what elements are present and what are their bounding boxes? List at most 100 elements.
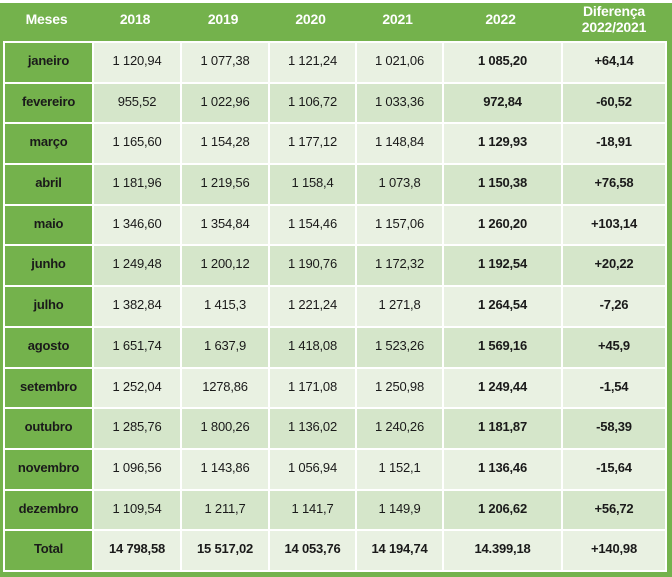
- value-cell: 1 143,86: [182, 449, 268, 489]
- value-cell: 1 056,94: [270, 449, 355, 489]
- column-header-2021: 2021: [382, 11, 413, 27]
- value-cell: 1 136,46: [444, 449, 561, 489]
- month-cell: agosto: [5, 327, 92, 367]
- value-cell: 1 096,56: [94, 449, 180, 489]
- value-cell: +103,14: [563, 205, 665, 245]
- value-cell: 1 523,26: [357, 327, 442, 367]
- value-cell: +64,14: [563, 43, 665, 82]
- value-cell: 1 221,24: [270, 287, 355, 326]
- value-cell: 1 150,38: [444, 165, 561, 204]
- value-cell: 1 158,4: [270, 165, 355, 204]
- table-body: janeiro 1 120,94 1 077,38 1 121,24 1 021,06 1…: [3, 41, 667, 572]
- month-cell: maio: [5, 205, 92, 245]
- month-cell: janeiro: [5, 43, 92, 82]
- value-cell: 1 022,96: [182, 83, 268, 123]
- value-cell: 1 285,76: [94, 409, 180, 448]
- value-cell: 1 260,20: [444, 205, 561, 245]
- column-header-diferenca: Diferença 2022/2021: [581, 3, 647, 35]
- month-cell: fevereiro: [5, 83, 92, 123]
- value-cell: -58,39: [563, 409, 665, 448]
- value-cell: +76,58: [563, 165, 665, 204]
- total-value-cell: +140,98: [563, 531, 665, 570]
- value-cell: 1 651,74: [94, 327, 180, 367]
- value-cell: 1 219,56: [182, 165, 268, 204]
- column-header-2018: 2018: [119, 11, 151, 27]
- value-cell: 1 172,32: [357, 246, 442, 286]
- value-cell: 1 171,08: [270, 368, 355, 408]
- value-cell: 1 264,54: [444, 287, 561, 326]
- value-cell: 1 181,96: [94, 165, 180, 204]
- value-cell: 1 073,8: [357, 165, 442, 204]
- month-cell: abril: [5, 165, 92, 204]
- value-cell: 1 141,7: [270, 490, 355, 530]
- value-cell: 1 106,72: [270, 83, 355, 123]
- column-header-meses: Meses: [25, 11, 68, 27]
- value-cell: 1 354,84: [182, 205, 268, 245]
- value-cell: 1 249,48: [94, 246, 180, 286]
- month-cell: julho: [5, 287, 92, 326]
- value-cell: 1 800,26: [182, 409, 268, 448]
- total-value-cell: 14 194,74: [357, 531, 442, 570]
- value-cell: 1278,86: [182, 368, 268, 408]
- table-frame: Meses 2018 2019 2020 2021 2022 Diferença…: [0, 3, 672, 577]
- value-cell: 1 200,12: [182, 246, 268, 286]
- value-cell: 1 206,62: [444, 490, 561, 530]
- value-cell: +56,72: [563, 490, 665, 530]
- value-cell: 1 152,1: [357, 449, 442, 489]
- value-cell: 1 033,36: [357, 83, 442, 123]
- column-header-2022: 2022: [485, 11, 516, 27]
- value-cell: 1 382,84: [94, 287, 180, 326]
- value-cell: 1 120,94: [94, 43, 180, 82]
- value-cell: 1 149,9: [357, 490, 442, 530]
- value-cell: -60,52: [563, 83, 665, 123]
- value-cell: -18,91: [563, 124, 665, 164]
- value-cell: -7,26: [563, 287, 665, 326]
- value-cell: -15,64: [563, 449, 665, 489]
- column-header-2020: 2020: [295, 11, 326, 27]
- value-cell: 955,52: [94, 83, 180, 123]
- value-cell: 1 109,54: [94, 490, 180, 530]
- value-cell: 1 148,84: [357, 124, 442, 164]
- total-value-cell: 15 517,02: [182, 531, 268, 570]
- value-cell: 972,84: [444, 83, 561, 123]
- value-cell: 1 077,38: [182, 43, 268, 82]
- value-cell: +45,9: [563, 327, 665, 367]
- value-cell: 1 129,93: [444, 124, 561, 164]
- value-cell: 1 415,3: [182, 287, 268, 326]
- value-cell: 1 154,28: [182, 124, 268, 164]
- value-cell: +20,22: [563, 246, 665, 286]
- value-cell: 1 211,7: [182, 490, 268, 530]
- value-cell: 1 569,16: [444, 327, 561, 367]
- total-value-cell: 14 798,58: [94, 531, 180, 570]
- month-cell: dezembro: [5, 490, 92, 530]
- value-cell: 1 249,44: [444, 368, 561, 408]
- value-cell: 1 154,46: [270, 205, 355, 245]
- month-cell: outubro: [5, 409, 92, 448]
- value-cell: 1 252,04: [94, 368, 180, 408]
- value-cell: 1 346,60: [94, 205, 180, 245]
- value-cell: 1 136,02: [270, 409, 355, 448]
- value-cell: -1,54: [563, 368, 665, 408]
- table-header-row: Meses 2018 2019 2020 2021 2022 Diferença…: [3, 3, 667, 41]
- value-cell: 1 637,9: [182, 327, 268, 367]
- value-cell: 1 121,24: [270, 43, 355, 82]
- value-cell: 1 240,26: [357, 409, 442, 448]
- value-cell: 1 190,76: [270, 246, 355, 286]
- total-value-cell: 14.399,18: [444, 531, 561, 570]
- value-cell: 1 418,08: [270, 327, 355, 367]
- column-header-2019: 2019: [207, 11, 239, 27]
- value-cell: 1 271,8: [357, 287, 442, 326]
- value-cell: 1 177,12: [270, 124, 355, 164]
- total-label: Total: [5, 531, 92, 570]
- value-cell: 1 250,98: [357, 368, 442, 408]
- value-cell: 1 165,60: [94, 124, 180, 164]
- value-cell: 1 021,06: [357, 43, 442, 82]
- month-cell: novembro: [5, 449, 92, 489]
- value-cell: 1 192,54: [444, 246, 561, 286]
- value-cell: 1 157,06: [357, 205, 442, 245]
- month-cell: setembro: [5, 368, 92, 408]
- month-cell: junho: [5, 246, 92, 286]
- month-cell: março: [5, 124, 92, 164]
- total-value-cell: 14 053,76: [270, 531, 355, 570]
